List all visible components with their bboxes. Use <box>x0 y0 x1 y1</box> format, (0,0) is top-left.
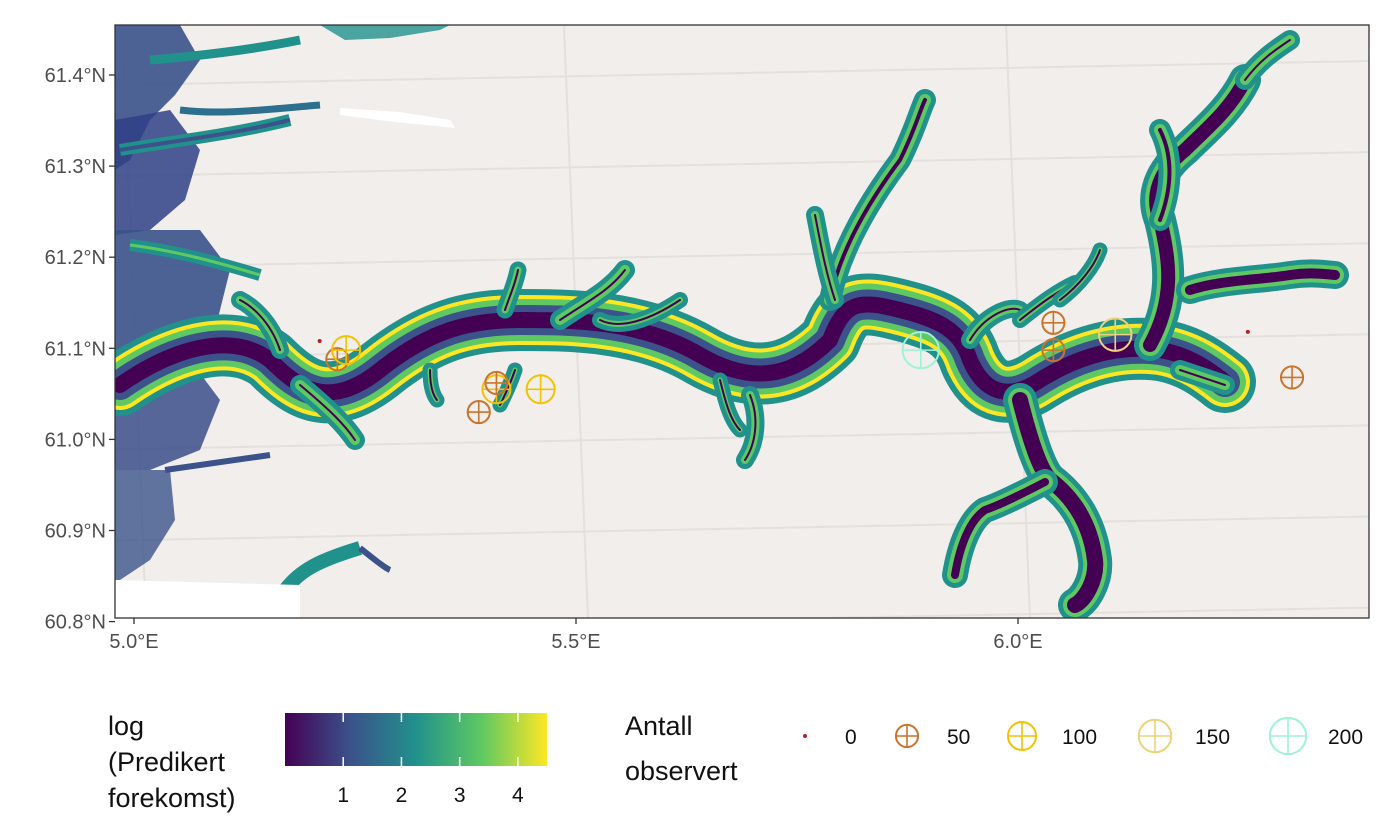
observation-marker-6 <box>466 399 491 425</box>
size-legend-label-4: 200 <box>1328 726 1363 749</box>
lat-tick-label: 61.3°N <box>45 156 106 178</box>
size-legend-label-1: 50 <box>947 726 970 749</box>
branch-inner-10 <box>1059 249 1101 301</box>
observation-marker-11-dot <box>1245 329 1250 334</box>
fjord-branches <box>231 30 1349 618</box>
size-legend-label-3: 150 <box>1195 726 1230 749</box>
branch-inner-11 <box>504 269 519 311</box>
size-legend-symbol-1 <box>894 723 920 749</box>
size-legend-label-0: 0 <box>845 726 857 749</box>
lat-tick-label: 61.1°N <box>45 338 106 360</box>
size-legend-symbol-4 <box>1268 716 1308 756</box>
fill-legend-title-line-1: log <box>108 711 144 741</box>
longitude-axis: 5.0°E5.5°E6.0°E6.5°E7.0°E7.5°E <box>109 618 1043 653</box>
branch-inner-13 <box>599 299 681 325</box>
branch-inner-19 <box>239 299 281 351</box>
map-panel-border <box>114 24 1370 619</box>
size-legend-symbol-3 <box>1137 718 1173 754</box>
branch-inner-8 <box>969 307 1021 341</box>
branch-inner-17 <box>429 369 438 401</box>
latitude-axis: 61.4°N 61.3°N 61.2°N 61.1°N 61.0°N 60.9°N 60.8… <box>45 65 115 634</box>
graticule-parallel <box>115 515 1369 542</box>
observation-marker-5 <box>525 374 556 405</box>
fill-legend-title-line-2: (Predikert <box>108 747 226 777</box>
lat-tick-label: 61.0°N <box>45 429 106 451</box>
observation-marker-0-dot <box>317 339 322 344</box>
observation-marker-8 <box>1041 310 1066 335</box>
graticule-parallel <box>773 606 1369 618</box>
size-legend: Antall observert 0 50 100 150 200 <box>625 711 1363 786</box>
branch-inner-12 <box>559 269 626 321</box>
branch-inner-6 <box>1012 392 1104 613</box>
lon-tick-label: 5.5°E <box>551 631 600 653</box>
size-legend-symbol-0-dot <box>803 734 807 738</box>
branch-inner-5 <box>1244 39 1291 81</box>
fill-legend-ticks: 1 2 3 4 <box>337 713 524 807</box>
branch-inner-16 <box>744 394 757 461</box>
fill-legend: log (Predikert forekomst) 1 2 3 4 <box>108 711 547 813</box>
colorbar-tick-label: 2 <box>396 784 408 807</box>
branch-inner-3 <box>1185 268 1340 295</box>
fill-legend-colorbar <box>285 713 547 766</box>
size-legend-label-2: 100 <box>1062 726 1097 749</box>
branch-inner-18 <box>299 384 356 441</box>
observation-marker-10 <box>1097 317 1133 352</box>
observation-marker-11 <box>1245 329 1250 334</box>
branch-inner-7 <box>951 478 1049 579</box>
observation-marker-12 <box>1279 365 1305 390</box>
colorbar-tick-label: 4 <box>512 784 524 807</box>
branch-inner-1 <box>814 214 836 301</box>
graticule-parallel <box>115 60 1369 86</box>
observation-marker-9 <box>1041 338 1066 363</box>
branch-inner-0 <box>828 98 927 302</box>
fill-legend-title-line-3: forekomst) <box>108 783 236 813</box>
branch-inner-15 <box>719 379 741 431</box>
colorbar-tick-label: 3 <box>454 784 466 807</box>
graticule-parallel <box>115 424 1369 451</box>
lon-tick-label: 5.0°E <box>109 631 158 653</box>
colorbar-tick-label: 1 <box>337 784 349 807</box>
observation-marker-2 <box>331 335 362 366</box>
lat-tick-label: 60.9°N <box>45 521 106 543</box>
observation-marker-4 <box>484 370 509 395</box>
size-legend-symbol-0 <box>803 734 807 738</box>
observation-marker-0 <box>317 339 322 344</box>
lat-tick-label: 60.8°N <box>45 612 106 634</box>
observation-marker-1 <box>325 347 350 372</box>
size-legend-title-line-2: observert <box>625 756 738 786</box>
observation-marker-7 <box>901 330 940 370</box>
lat-tick-label: 61.2°N <box>45 247 106 269</box>
lat-tick-label: 61.4°N <box>45 65 106 87</box>
size-legend-title-line-1: Antall <box>625 711 693 741</box>
branch-inner-4 <box>1158 128 1172 222</box>
observation-markers <box>317 310 1305 425</box>
branch-inner-20 <box>1179 369 1226 386</box>
size-legend-symbol-2 <box>1007 721 1037 751</box>
lon-tick-label: 6.0°E <box>993 631 1042 653</box>
